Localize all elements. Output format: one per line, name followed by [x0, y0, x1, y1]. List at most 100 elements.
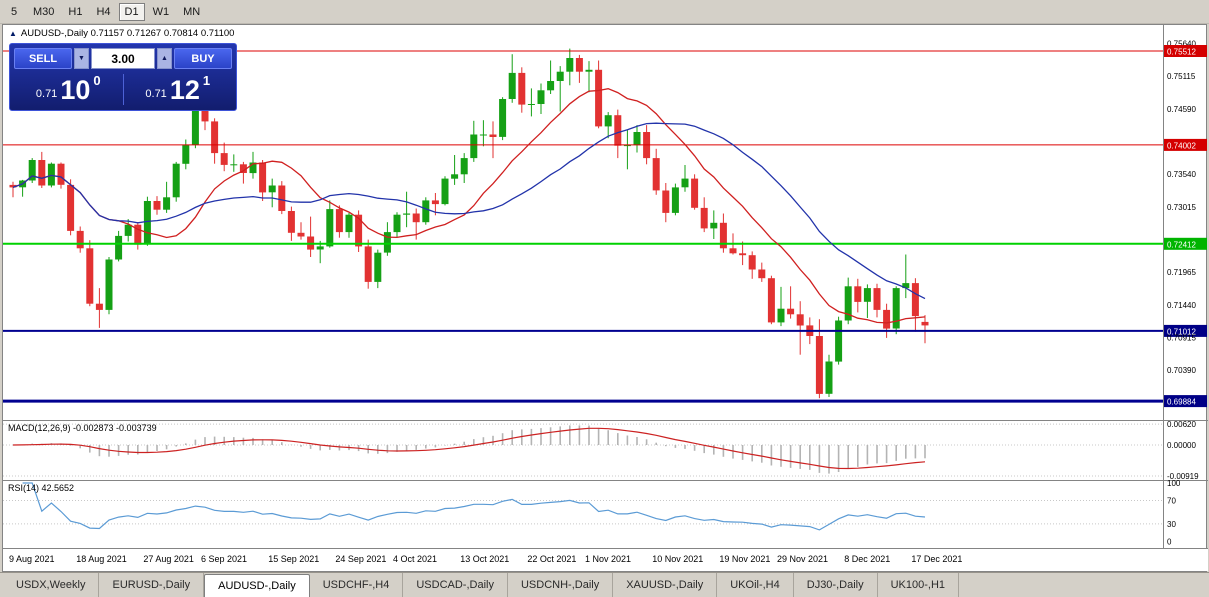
candle: [835, 320, 843, 362]
chart-tab[interactable]: XAUUSD-,Daily: [613, 573, 718, 597]
volume-decrease-button[interactable]: ▼: [74, 48, 89, 69]
candle: [518, 72, 526, 105]
candle: [585, 69, 593, 72]
time-axis-label: 13 Oct 2021: [460, 554, 510, 564]
timeframe-button-5[interactable]: 5: [10, 5, 18, 18]
time-axis-label: 27 Aug 2021: [143, 554, 194, 564]
candle: [191, 110, 199, 145]
candle: [57, 163, 65, 185]
candle: [681, 178, 689, 188]
candle: [182, 145, 190, 164]
candle: [76, 230, 84, 249]
volume-increase-button[interactable]: ▲: [157, 48, 172, 69]
chart-title-text: AUDUSD-,Daily 0.71157 0.71267 0.70814 0.…: [20, 28, 235, 39]
price-level-badge: [1164, 138, 1207, 151]
candle: [403, 213, 411, 215]
macd-axis-label: 0.00620: [1167, 420, 1196, 429]
candle: [316, 246, 324, 250]
price-axis-label: 0.70390: [1167, 366, 1196, 375]
candle: [787, 308, 795, 315]
candle: [508, 72, 516, 99]
candle: [441, 178, 449, 205]
chart-tab[interactable]: UK100-,H1: [878, 573, 960, 597]
buy-button[interactable]: BUY: [174, 48, 232, 69]
candle: [566, 58, 574, 72]
candle: [499, 99, 507, 137]
candle: [729, 248, 737, 254]
support-resistance-lines[interactable]: [3, 50, 1163, 403]
candle: [287, 211, 295, 233]
chart-tab[interactable]: USDCHF-,H4: [310, 573, 404, 597]
rsi-grid: 100 70 30 0: [3, 480, 1181, 547]
candle: [527, 104, 535, 105]
candle: [383, 232, 391, 253]
rsi-axis-label: 0: [1167, 538, 1172, 547]
rsi-axis-label: 70: [1167, 497, 1176, 506]
candle: [873, 288, 881, 310]
timeframe-button-mn[interactable]: MN: [183, 5, 201, 18]
candle: [489, 134, 497, 137]
candle: [758, 269, 766, 279]
price-axis-label: 0.74002: [1167, 141, 1196, 150]
candle: [844, 286, 852, 321]
price-level-badge: [1164, 237, 1207, 250]
price-level-badge: [1164, 324, 1207, 337]
time-axis-label: 19 Nov 2021: [719, 554, 771, 564]
timeframe-button-w1[interactable]: W1: [152, 5, 170, 18]
chart-title: ▲ AUDUSD-,Daily 0.71157 0.71267 0.70814 …: [9, 28, 234, 39]
time-axis-label: 17 Dec 2021: [911, 554, 963, 564]
candle: [604, 115, 612, 127]
macd-label: MACD(12,26,9) -0.002873 -0.003739: [8, 423, 157, 433]
timeframe-button-h1[interactable]: H1: [68, 5, 83, 18]
candle: [556, 71, 564, 81]
candle: [892, 288, 900, 329]
time-axis[interactable]: 9 Aug 2021 18 Aug 2021 27 Aug 2021 6 Sep 20…: [3, 548, 1208, 571]
candle: [595, 69, 603, 127]
candle: [134, 224, 142, 245]
sell-price-big: 10: [60, 75, 91, 106]
chart-tab[interactable]: EURUSD-,Daily: [99, 573, 205, 597]
candle: [230, 164, 238, 166]
chart-tab[interactable]: UKOil-,H4: [717, 573, 794, 597]
rsi-indicator-pane[interactable]: 100 70 30 0: [3, 480, 1208, 548]
timeframe-button-m30[interactable]: M30: [33, 5, 55, 18]
rsi-axis-label: 30: [1167, 520, 1176, 529]
chart-tab[interactable]: AUDUSD-,Daily: [204, 574, 310, 597]
sell-button[interactable]: SELL: [14, 48, 72, 69]
chart-window-icon: ▲: [9, 28, 17, 38]
price-axis-label: 0.71440: [1167, 301, 1196, 310]
candle: [671, 187, 679, 213]
rsi-line: [22, 482, 926, 531]
chart-tab[interactable]: USDCNH-,Daily: [508, 573, 614, 597]
candle: [326, 209, 334, 247]
chart-tab[interactable]: DJ30-,Daily: [794, 573, 878, 597]
sell-price[interactable]: 0.71 10 0: [14, 71, 123, 108]
candle: [95, 303, 103, 310]
price-axis-label: 0.73540: [1167, 170, 1196, 179]
volume-input[interactable]: 3.00: [91, 48, 155, 69]
chart-tab[interactable]: USDCAD-,Daily: [403, 573, 508, 597]
candle: [153, 201, 161, 210]
price-axis-label: 0.73015: [1167, 203, 1196, 212]
timeframe-button-d1[interactable]: D1: [118, 2, 145, 21]
candle: [537, 90, 545, 104]
macd-indicator-pane[interactable]: 0.00620 0.00000 -0.00919: [3, 420, 1208, 480]
price-axis-label: 0.70915: [1167, 334, 1196, 343]
candle: [28, 160, 36, 181]
candle: [547, 81, 555, 91]
candle: [86, 248, 94, 304]
candle: [38, 160, 46, 186]
candle: [393, 214, 401, 233]
candles: [9, 48, 929, 399]
candle: [412, 213, 420, 223]
price-axis-label: 0.71012: [1167, 327, 1196, 336]
candle: [739, 253, 747, 256]
candle: [902, 283, 910, 289]
candle: [268, 185, 276, 193]
timeframe-button-h4[interactable]: H4: [96, 5, 111, 18]
buy-price[interactable]: 0.71 12 1: [124, 71, 233, 108]
time-axis-label: 9 Aug 2021: [9, 554, 55, 564]
chart-tab[interactable]: USDX,Weekly: [3, 573, 100, 597]
